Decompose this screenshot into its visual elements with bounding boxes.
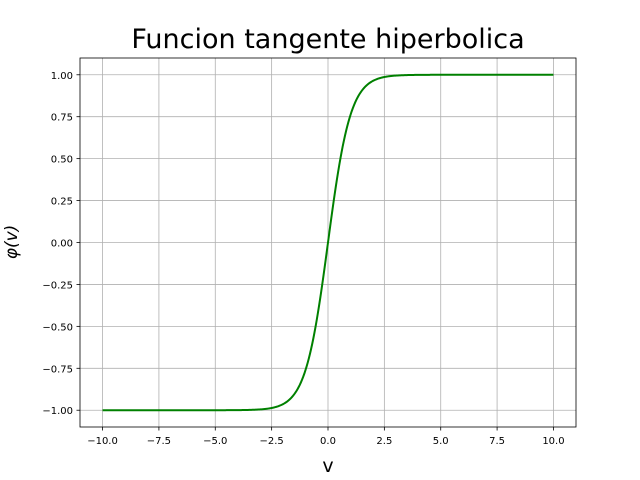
- y-axis-label: φ(v): [2, 225, 22, 260]
- y-tick-label: −1.00: [42, 406, 73, 417]
- y-tick-label: −0.50: [42, 322, 73, 333]
- x-tick-label: −7.5: [147, 436, 171, 447]
- y-tick-label: 0.50: [51, 155, 73, 166]
- y-tick-label: −0.75: [42, 364, 73, 375]
- tanh-curve: [102, 73, 554, 412]
- x-tick-label: −10.0: [87, 436, 118, 447]
- x-tick-label: 0.0: [320, 436, 336, 447]
- x-tick-label: −2.5: [259, 436, 283, 447]
- x-tick-label: 2.5: [376, 436, 392, 447]
- y-tick-label: 1.00: [51, 71, 73, 82]
- x-tick-label: 10.0: [542, 436, 564, 447]
- x-axis-ticks: −10.0 −7.5 −5.0 −2.5 0.0 2.5 5.0 7.5 10.0: [87, 427, 565, 447]
- x-tick-label: 5.0: [433, 436, 449, 447]
- chart-title: Funcion tangente hiperbolica: [131, 24, 524, 55]
- y-tick-label: 0.00: [51, 239, 73, 250]
- x-tick-label: −5.0: [203, 436, 227, 447]
- y-axis-ticks: −1.00 −0.75 −0.50 −0.25 0.00 0.25 0.50 0.75 1.00: [42, 71, 80, 417]
- x-axis-label: v: [322, 455, 333, 477]
- y-tick-label: 0.75: [51, 113, 73, 124]
- y-tick-label: 0.25: [51, 197, 73, 208]
- y-tick-label: −0.25: [42, 280, 73, 291]
- x-tick-label: 7.5: [489, 436, 505, 447]
